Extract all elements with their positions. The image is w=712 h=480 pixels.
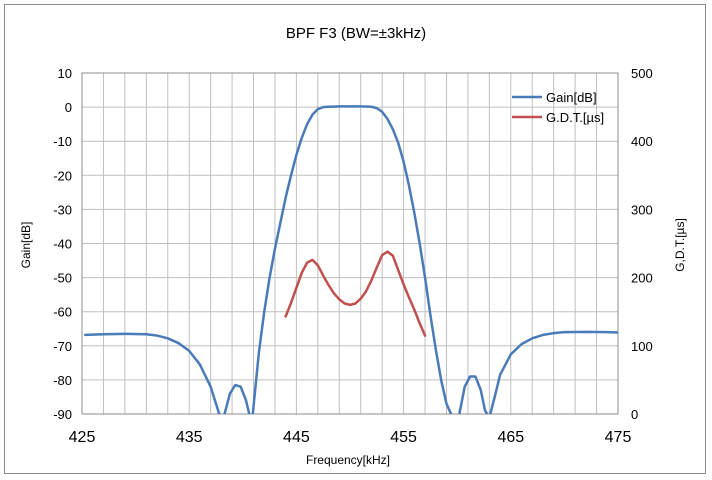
chart-title: BPF F3 (BW=±3kHz) [286, 25, 426, 42]
y-tick-label: 0 [65, 100, 72, 115]
y-tick-label: -10 [53, 134, 72, 149]
y2-tick-label: 200 [631, 271, 653, 286]
x-axis-title: Frequency[kHz] [306, 453, 390, 467]
y-tick-label: -30 [53, 202, 72, 217]
x-tick-label: 465 [497, 429, 524, 446]
x-tick-label: 475 [605, 429, 632, 446]
legend-label-gdt: G.D.T.[µs] [546, 110, 604, 125]
series-group [83, 105, 618, 414]
legend-label-gain: Gain[dB] [546, 90, 597, 105]
x-tick-label: 425 [69, 429, 96, 446]
y-tick-label: -90 [53, 407, 72, 422]
y-tick-label: -80 [53, 373, 72, 388]
y-tick-label: 10 [58, 66, 72, 81]
y2-tick-label: 0 [631, 407, 638, 422]
x-tick-label: 445 [283, 429, 310, 446]
x-tick-label: 435 [176, 429, 203, 446]
y-tick-label: -60 [53, 305, 72, 320]
y2-tick-label: 100 [631, 339, 653, 354]
gridlines [81, 72, 619, 415]
y-tick-label: -50 [53, 271, 72, 286]
y-tick-label: -20 [53, 168, 72, 183]
chart-frame [4, 4, 706, 474]
y-tick-label: -70 [53, 339, 72, 354]
x-tick-label: 455 [390, 429, 417, 446]
y2-tick-label: 300 [631, 202, 653, 217]
tick-labels: 100-10-20-30-40-50-60-70-80-905004003002… [53, 66, 653, 446]
y2-tick-label: 500 [631, 66, 653, 81]
y-tick-label: -40 [53, 237, 72, 252]
series-gdt-line [284, 250, 427, 337]
legend: Gain[dB] G.D.T.[µs] [512, 90, 604, 125]
y2-tick-label: 400 [631, 134, 653, 149]
series-gain-line [83, 105, 618, 414]
y-axis-title: Gain[dB] [19, 222, 33, 269]
y2-axis-title: G,D.T.[µs] [673, 218, 687, 272]
plot-area [81, 72, 619, 415]
